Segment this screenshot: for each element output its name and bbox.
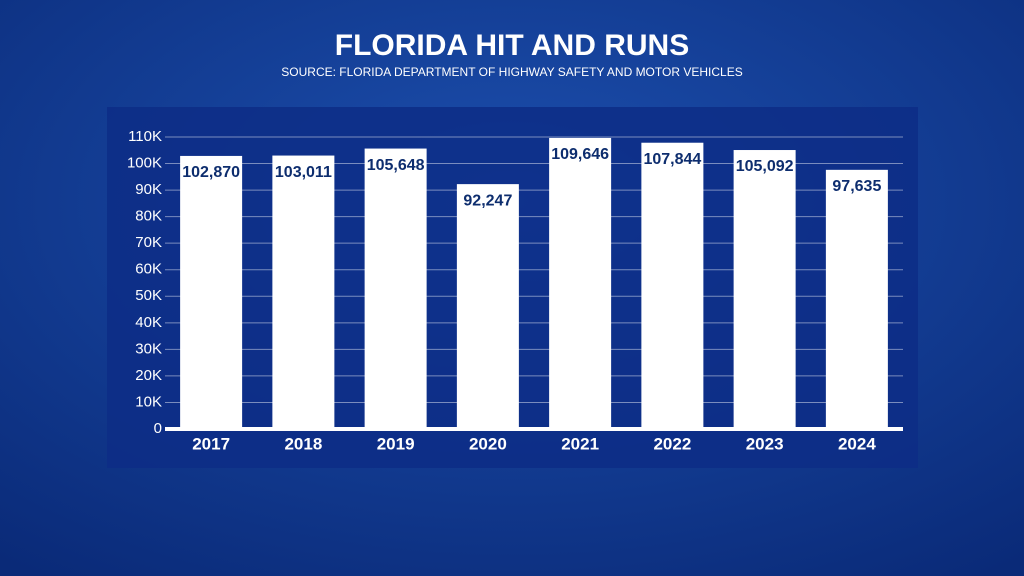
chart-subtitle: SOURCE: FLORIDA DEPARTMENT OF HIGHWAY SA… [281, 65, 742, 79]
y-tick-label: 30K [135, 340, 162, 357]
bar [364, 148, 427, 429]
value-label: 105,092 [736, 158, 794, 175]
x-tick-label: 2023 [746, 434, 784, 453]
y-tick-label: 100K [127, 155, 162, 172]
chart-title: FLORIDA HIT AND RUNS [335, 29, 689, 62]
bar [180, 155, 243, 429]
x-tick-label: 2024 [838, 434, 876, 453]
value-label: 97,635 [832, 178, 881, 195]
value-label: 107,844 [643, 151, 701, 168]
x-tick-label: 2018 [284, 434, 322, 453]
bar [549, 137, 612, 430]
x-tick-label: 2021 [561, 434, 599, 453]
y-tick-label: 50K [135, 287, 162, 304]
bar [825, 169, 888, 429]
value-label: 92,247 [463, 192, 512, 209]
y-tick-label: 60K [135, 261, 162, 278]
x-tick-label: 2017 [192, 434, 230, 453]
x-tick-label: 2022 [653, 434, 691, 453]
bar [733, 150, 796, 429]
y-tick-label: 70K [135, 234, 162, 251]
value-label: 109,646 [551, 146, 609, 163]
y-tick-label: 20K [135, 367, 162, 384]
y-tick-label: 40K [135, 314, 162, 331]
bar [272, 155, 335, 429]
y-tick-label: 110K [128, 128, 162, 145]
value-label: 102,870 [182, 164, 240, 181]
y-tick-label: 10K [135, 393, 162, 410]
bar [456, 184, 519, 429]
y-tick-label: 80K [135, 208, 162, 225]
x-tick-label: 2020 [469, 434, 507, 453]
value-label: 103,011 [275, 164, 332, 181]
x-tick-label: 2019 [377, 434, 415, 453]
y-tick-label: 0 [154, 420, 162, 437]
bar [641, 142, 704, 429]
value-label: 105,648 [367, 157, 425, 174]
y-tick-label: 90K [135, 181, 162, 198]
